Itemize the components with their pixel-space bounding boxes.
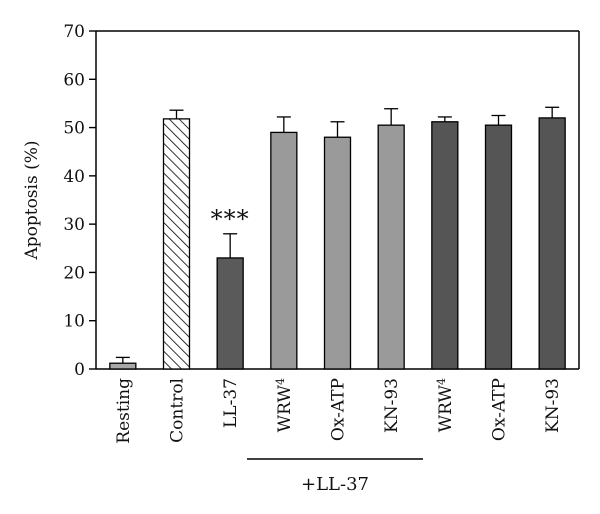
x-tick-label-2: Control (168, 378, 188, 443)
bar-9 (538, 117, 566, 370)
bar-3 (216, 257, 244, 370)
x-tick-label-text-3: LL-37 (221, 378, 241, 428)
y-tick-label: 70 (63, 22, 85, 42)
y-tick-label: 10 (63, 312, 85, 332)
bar-2 (162, 118, 191, 370)
x-tick-label-text-8: Ox-ATP (490, 378, 510, 441)
bar-8 (484, 124, 513, 370)
y-axis-label: Apoptosis (%) (22, 140, 42, 260)
category-labels: Resting Control LL-37 WRW4 Ox-ATP KN-93 WRW4 Ox… (114, 378, 563, 444)
x-tick-label-superscript-4: 4 (274, 378, 287, 385)
x-tick-label-3: LL-37 (221, 378, 241, 428)
x-tick-label-9: KN-93 (543, 378, 563, 433)
x-tick-label-superscript-7: 4 (435, 378, 448, 385)
y-tick-label: 40 (63, 167, 85, 187)
x-tick-label-text-6: KN-93 (382, 378, 402, 433)
x-tick-label-7: WRW4 (435, 378, 456, 432)
significance-annotation-1: *** (211, 205, 250, 233)
y-tick-label: 0 (74, 360, 85, 380)
x-tick-label-4: WRW4 (274, 378, 295, 432)
x-tick-label-text-9: KN-93 (543, 378, 563, 433)
y-tick-label: 30 (63, 215, 85, 235)
bar-1 (109, 362, 137, 370)
bar-7 (431, 121, 459, 370)
x-tick-label-1: Resting (114, 378, 134, 444)
bar-marks: *** (109, 106, 566, 370)
group-annotation: +LL-37 (247, 458, 423, 495)
bar-5 (323, 136, 352, 370)
x-tick-label-text-7: WRW (436, 384, 456, 432)
x-tick-label-5: Ox-ATP (329, 378, 349, 441)
group-label: +LL-37 (301, 474, 369, 495)
bar-4 (270, 131, 298, 370)
y-tick-label: 60 (63, 70, 85, 90)
x-tick-label-6: KN-93 (382, 378, 402, 433)
x-tick-label-text-1: Resting (114, 378, 134, 444)
x-tick-label-text-4: WRW (275, 384, 295, 432)
y-tick-label: 50 (63, 119, 85, 139)
bar-6 (377, 124, 405, 370)
y-tick-label: 20 (63, 263, 85, 283)
x-tick-label-text-5: Ox-ATP (329, 378, 349, 441)
x-tick-label-8: Ox-ATP (490, 378, 510, 441)
x-tick-label-text-2: Control (168, 378, 188, 443)
